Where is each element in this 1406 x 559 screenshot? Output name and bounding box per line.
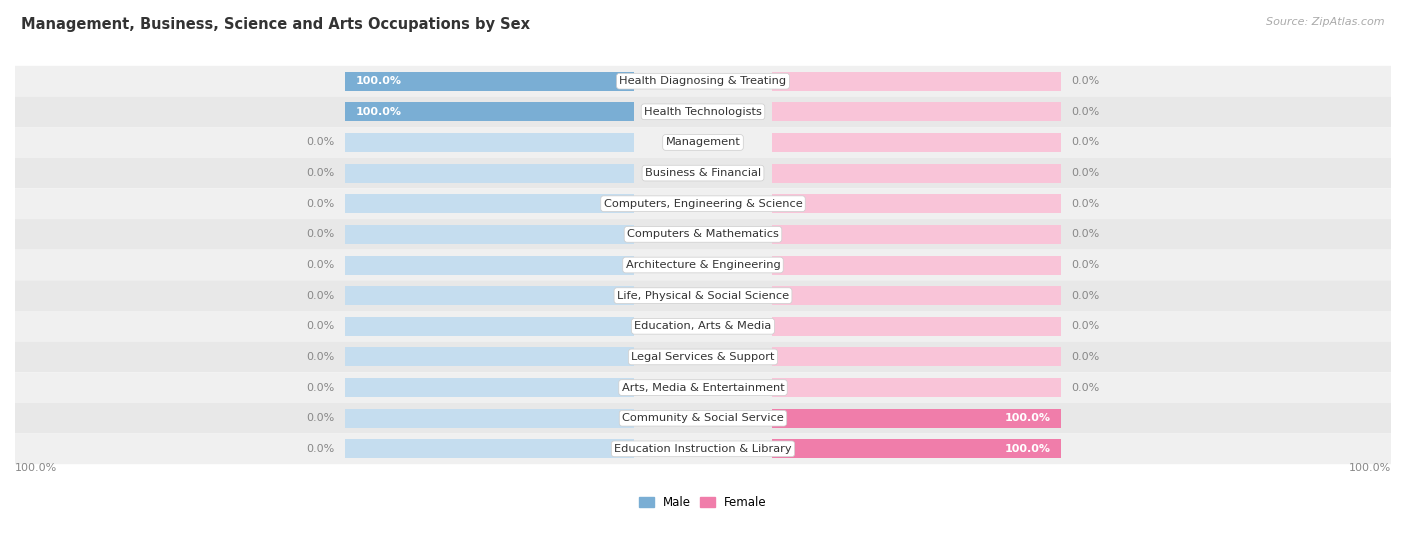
Text: 0.0%: 0.0% [307, 260, 335, 270]
Bar [772, 102, 1060, 121]
Text: 0.0%: 0.0% [307, 199, 335, 209]
Text: Source: ZipAtlas.com: Source: ZipAtlas.com [1267, 17, 1385, 27]
Text: 100.0%: 100.0% [356, 107, 402, 117]
Text: Legal Services & Support: Legal Services & Support [631, 352, 775, 362]
Text: 100.0%: 100.0% [1004, 444, 1050, 454]
FancyBboxPatch shape [15, 188, 1391, 219]
Bar [346, 317, 634, 336]
Text: 0.0%: 0.0% [307, 444, 335, 454]
Text: 100.0%: 100.0% [1004, 413, 1050, 423]
Text: 0.0%: 0.0% [307, 413, 335, 423]
Bar [346, 409, 634, 428]
Text: Community & Social Service: Community & Social Service [621, 413, 785, 423]
Text: 0.0%: 0.0% [1071, 229, 1099, 239]
Text: 0.0%: 0.0% [1071, 138, 1099, 148]
Text: 0.0%: 0.0% [307, 352, 335, 362]
Bar [772, 439, 1060, 458]
Bar [346, 72, 634, 91]
Text: Arts, Media & Entertainment: Arts, Media & Entertainment [621, 382, 785, 392]
Bar [772, 255, 1060, 274]
Bar [772, 164, 1060, 183]
Bar [346, 102, 634, 121]
Text: 0.0%: 0.0% [1071, 291, 1099, 301]
FancyBboxPatch shape [15, 250, 1391, 280]
Bar [772, 225, 1060, 244]
Bar [346, 348, 634, 367]
FancyBboxPatch shape [15, 66, 1391, 97]
Text: Management, Business, Science and Arts Occupations by Sex: Management, Business, Science and Arts O… [21, 17, 530, 32]
Bar [346, 133, 634, 152]
FancyBboxPatch shape [15, 280, 1391, 311]
Text: Computers, Engineering & Science: Computers, Engineering & Science [603, 199, 803, 209]
Text: 0.0%: 0.0% [1071, 76, 1099, 86]
FancyBboxPatch shape [15, 219, 1391, 250]
Text: Life, Physical & Social Science: Life, Physical & Social Science [617, 291, 789, 301]
FancyBboxPatch shape [15, 158, 1391, 188]
Bar [772, 72, 1060, 91]
Bar [772, 286, 1060, 305]
Bar [346, 72, 634, 91]
Text: Health Technologists: Health Technologists [644, 107, 762, 117]
Text: 0.0%: 0.0% [307, 291, 335, 301]
Text: 0.0%: 0.0% [1071, 382, 1099, 392]
Text: Education, Arts & Media: Education, Arts & Media [634, 321, 772, 331]
Bar [346, 164, 634, 183]
Text: 0.0%: 0.0% [307, 138, 335, 148]
Text: Computers & Mathematics: Computers & Mathematics [627, 229, 779, 239]
Text: Education Instruction & Library: Education Instruction & Library [614, 444, 792, 454]
Bar [772, 194, 1060, 213]
Bar [346, 439, 634, 458]
Text: Health Diagnosing & Treating: Health Diagnosing & Treating [620, 76, 786, 86]
Text: 100.0%: 100.0% [356, 76, 402, 86]
Bar [346, 225, 634, 244]
Bar [346, 102, 634, 121]
Text: 0.0%: 0.0% [1071, 260, 1099, 270]
Bar [772, 348, 1060, 367]
Text: 100.0%: 100.0% [15, 463, 58, 473]
Text: Management: Management [665, 138, 741, 148]
Text: 0.0%: 0.0% [1071, 352, 1099, 362]
FancyBboxPatch shape [15, 403, 1391, 434]
Bar [772, 409, 1060, 428]
FancyBboxPatch shape [15, 127, 1391, 158]
Bar [346, 255, 634, 274]
Text: 0.0%: 0.0% [1071, 168, 1099, 178]
Text: 0.0%: 0.0% [307, 229, 335, 239]
FancyBboxPatch shape [15, 342, 1391, 372]
Text: 0.0%: 0.0% [1071, 321, 1099, 331]
Text: 100.0%: 100.0% [1348, 463, 1391, 473]
Text: 0.0%: 0.0% [1071, 199, 1099, 209]
Bar [346, 194, 634, 213]
FancyBboxPatch shape [15, 434, 1391, 464]
FancyBboxPatch shape [15, 311, 1391, 342]
Legend: Male, Female: Male, Female [634, 491, 772, 514]
Bar [772, 378, 1060, 397]
Text: 0.0%: 0.0% [1071, 107, 1099, 117]
Bar [346, 378, 634, 397]
Bar [772, 409, 1060, 428]
Bar [346, 286, 634, 305]
Text: 0.0%: 0.0% [307, 321, 335, 331]
Text: Architecture & Engineering: Architecture & Engineering [626, 260, 780, 270]
Text: 0.0%: 0.0% [307, 382, 335, 392]
Bar [772, 317, 1060, 336]
Bar [772, 133, 1060, 152]
Text: 0.0%: 0.0% [307, 168, 335, 178]
Bar [772, 439, 1060, 458]
FancyBboxPatch shape [15, 372, 1391, 403]
FancyBboxPatch shape [15, 97, 1391, 127]
Text: Business & Financial: Business & Financial [645, 168, 761, 178]
